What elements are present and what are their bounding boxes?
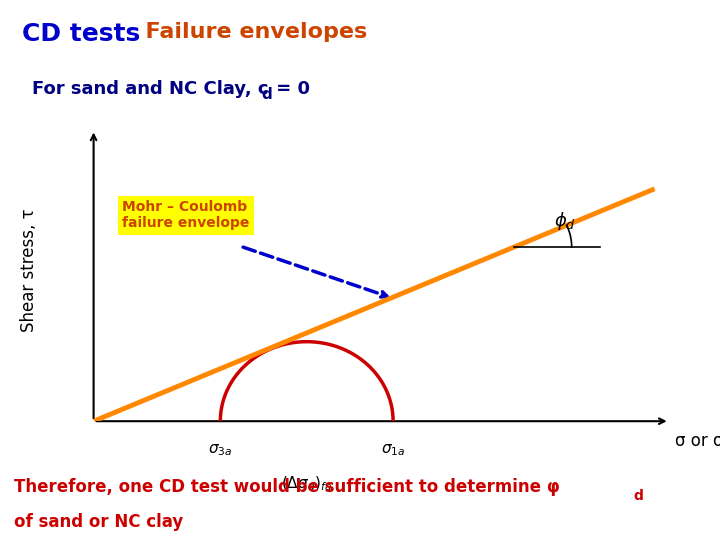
Text: $\sigma_{3a}$: $\sigma_{3a}$	[208, 442, 233, 458]
Text: = 0: = 0	[271, 80, 310, 98]
Text: $(\Delta\sigma_d)_{fa}$: $(\Delta\sigma_d)_{fa}$	[282, 474, 332, 492]
Text: Failure envelopes: Failure envelopes	[130, 22, 367, 42]
Text: Shear stress, τ: Shear stress, τ	[19, 208, 38, 332]
Text: CD tests: CD tests	[22, 22, 140, 45]
Text: d: d	[262, 87, 273, 102]
Text: $\phi_d$: $\phi_d$	[554, 210, 576, 232]
Text: $\sigma_{1a}$: $\sigma_{1a}$	[381, 442, 405, 458]
Text: σ or σ’: σ or σ’	[675, 432, 720, 450]
Text: d: d	[634, 489, 644, 503]
Text: For sand and NC Clay, c: For sand and NC Clay, c	[32, 80, 269, 98]
Text: Therefore, one CD test would be sufficient to determine φ: Therefore, one CD test would be sufficie…	[14, 478, 560, 496]
Text: Mohr – Coulomb
failure envelope: Mohr – Coulomb failure envelope	[122, 200, 250, 231]
Text: of sand or NC clay: of sand or NC clay	[14, 514, 184, 531]
